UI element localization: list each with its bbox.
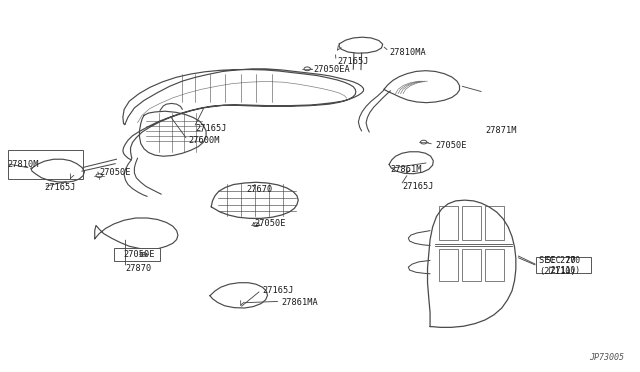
Polygon shape bbox=[140, 111, 206, 156]
Bar bbox=[439, 206, 458, 240]
Polygon shape bbox=[428, 200, 516, 327]
Bar bbox=[485, 249, 504, 281]
Polygon shape bbox=[389, 152, 433, 174]
Polygon shape bbox=[339, 37, 383, 53]
FancyBboxPatch shape bbox=[536, 257, 591, 273]
Text: 27871M: 27871M bbox=[485, 126, 516, 135]
Text: 27050E: 27050E bbox=[123, 250, 154, 259]
Text: 27165J: 27165J bbox=[262, 286, 294, 295]
Text: 27600M: 27600M bbox=[189, 136, 220, 145]
Text: 27810M: 27810M bbox=[8, 160, 39, 169]
Polygon shape bbox=[95, 218, 178, 249]
Text: 27165J: 27165J bbox=[402, 182, 433, 190]
Text: 27861M: 27861M bbox=[390, 165, 422, 174]
Polygon shape bbox=[211, 182, 298, 218]
Bar bbox=[8, 150, 83, 179]
Text: 27050E: 27050E bbox=[99, 168, 131, 177]
Text: 27050EA: 27050EA bbox=[314, 65, 350, 74]
Bar bbox=[485, 206, 504, 240]
Text: 27861MA: 27861MA bbox=[282, 298, 318, 307]
Text: 27165J: 27165J bbox=[337, 57, 369, 66]
Bar bbox=[462, 249, 481, 281]
Text: 27165J: 27165J bbox=[45, 183, 76, 192]
Polygon shape bbox=[31, 159, 84, 182]
Text: 27870: 27870 bbox=[125, 264, 152, 273]
Bar bbox=[462, 206, 481, 240]
Bar bbox=[114, 248, 160, 261]
Text: 27050E: 27050E bbox=[255, 219, 286, 228]
Polygon shape bbox=[384, 71, 460, 103]
Text: 27670: 27670 bbox=[246, 185, 273, 194]
Text: 27165J: 27165J bbox=[195, 124, 227, 133]
Bar bbox=[439, 249, 458, 281]
Text: 27810MA: 27810MA bbox=[389, 48, 426, 57]
Text: SEC 270
(27110): SEC 270 (27110) bbox=[546, 256, 580, 275]
Polygon shape bbox=[210, 283, 268, 308]
Text: JP73005: JP73005 bbox=[589, 353, 624, 362]
Text: 27050E: 27050E bbox=[435, 141, 467, 150]
Text: SEC 270
(27110): SEC 270 (27110) bbox=[539, 256, 575, 276]
